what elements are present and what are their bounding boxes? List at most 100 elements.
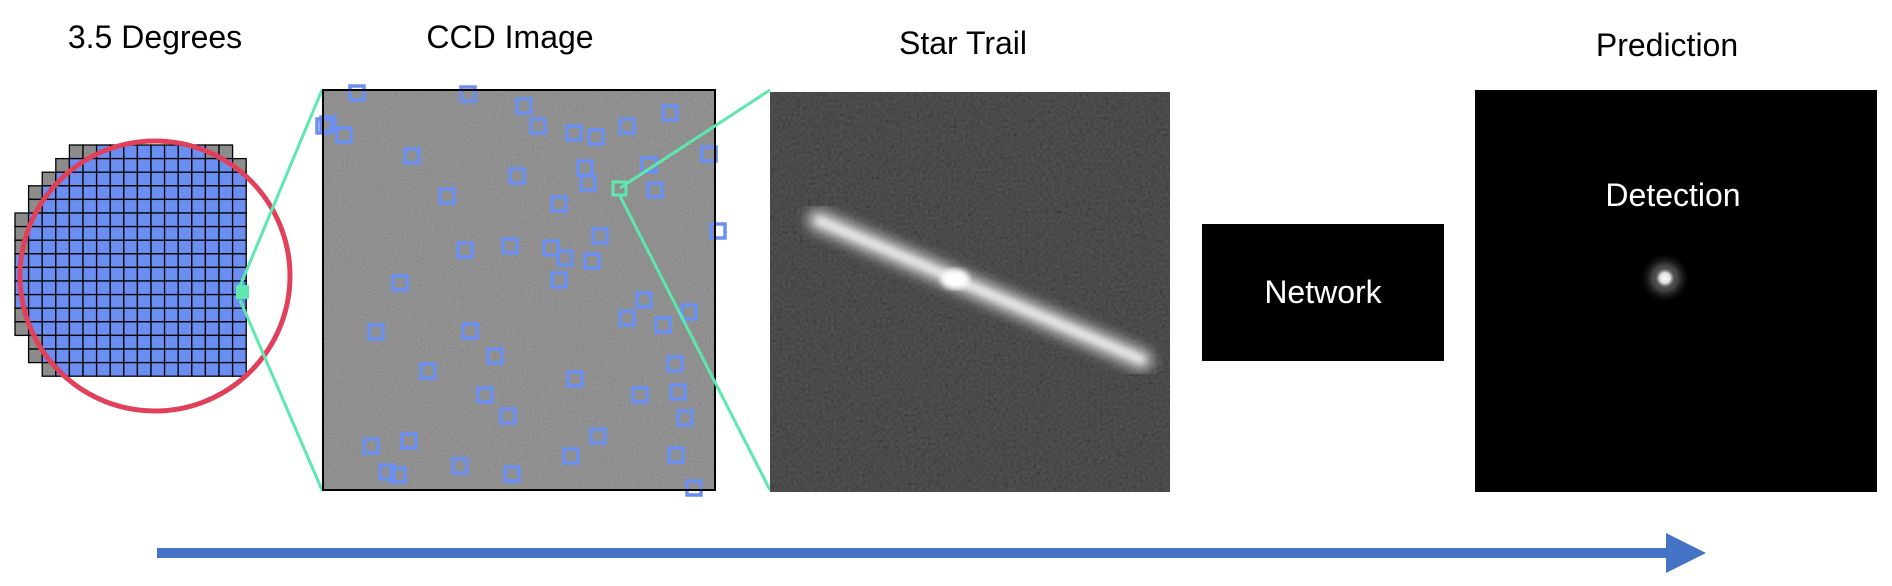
ccd-tile <box>218 253 234 269</box>
ccd-tile <box>41 239 57 255</box>
ccd-tile <box>136 321 152 337</box>
ccd-tile <box>95 293 111 309</box>
ccd-tile <box>95 307 111 323</box>
ccd-tile <box>150 185 166 201</box>
ccd-tile <box>55 198 71 214</box>
ccd-tile <box>218 321 234 337</box>
ccd-tile <box>27 266 43 282</box>
ccd-tile <box>150 144 166 160</box>
ccd-tile <box>27 293 43 309</box>
prediction-title: Prediction <box>1596 27 1738 63</box>
detection-box <box>654 316 672 334</box>
ccd-tile <box>191 157 207 173</box>
focal-plane-ccd-grid <box>14 144 247 377</box>
ccd-tile <box>218 293 234 309</box>
ccd-tile <box>82 171 98 187</box>
ccd-tile <box>177 157 193 173</box>
ccd-tile <box>109 225 125 241</box>
detection-box <box>587 128 605 146</box>
ccd-tile <box>150 171 166 187</box>
ccd-tile <box>163 225 179 241</box>
detection-box <box>589 427 607 445</box>
detection-box <box>499 407 517 425</box>
network-box: Network <box>1202 224 1444 361</box>
ccd-tile <box>55 185 71 201</box>
ccd-tile <box>177 348 193 364</box>
ccd-tile <box>27 185 43 201</box>
ccd-tile <box>68 321 84 337</box>
detection-box <box>709 222 727 240</box>
ccd-tile <box>109 348 125 364</box>
ccd-tile <box>123 280 139 296</box>
star-trail-title: Star Trail <box>899 25 1027 61</box>
ccd-tile <box>55 280 71 296</box>
detection-label: Detection <box>1605 177 1740 213</box>
ccd-tile <box>95 212 111 228</box>
ccd-tile <box>191 348 207 364</box>
ccd-tile <box>136 185 152 201</box>
ccd-tile <box>191 185 207 201</box>
ccd-tile <box>204 348 220 364</box>
ccd-tile <box>191 361 207 377</box>
ccd-tile <box>163 266 179 282</box>
selected-ccd-marker <box>236 285 249 299</box>
zoom-line-top <box>238 89 324 287</box>
detection-box <box>503 465 521 483</box>
ccd-tile <box>41 307 57 323</box>
ccd-detections <box>315 84 727 497</box>
ccd-tile <box>204 157 220 173</box>
ccd-tile <box>163 293 179 309</box>
detection-box <box>583 252 601 270</box>
ccd-tile <box>136 348 152 364</box>
ccd-tile <box>109 212 125 228</box>
ccd-tile <box>150 280 166 296</box>
ccd-tile <box>27 307 43 323</box>
detection-box <box>362 437 380 455</box>
ccd-tile <box>136 198 152 214</box>
ccd-tile <box>82 361 98 377</box>
ccd-tile <box>14 212 30 228</box>
ccd-tile <box>191 253 207 269</box>
ccd-tile <box>218 212 234 228</box>
ccd-tile <box>218 280 234 296</box>
ccd-image-panel <box>315 84 727 497</box>
ccd-tile <box>95 198 111 214</box>
ccd-tile <box>191 225 207 241</box>
ccd-tile <box>136 307 152 323</box>
ccd-tile <box>177 239 193 255</box>
ccd-tile <box>109 321 125 337</box>
ccd-tile <box>136 171 152 187</box>
ccd-tile <box>191 239 207 255</box>
ccd-tile <box>68 266 84 282</box>
detection-box <box>419 362 437 380</box>
ccd-tile <box>82 225 98 241</box>
ccd-tile <box>191 280 207 296</box>
ccd-tile <box>150 266 166 282</box>
ccd-tile <box>163 253 179 269</box>
ccd-tile <box>68 253 84 269</box>
ccd-tile <box>82 239 98 255</box>
ccd-tile <box>123 253 139 269</box>
focal-plane-title: 3.5 Degrees <box>68 19 242 55</box>
detection-box <box>542 239 560 257</box>
ccd-tile <box>55 239 71 255</box>
ccd-tile <box>123 266 139 282</box>
ccd-tile <box>163 171 179 187</box>
ccd-tile <box>204 198 220 214</box>
detection-box <box>676 409 694 427</box>
ccd-tile <box>136 334 152 350</box>
ccd-tile <box>191 293 207 309</box>
ccd-tile <box>95 334 111 350</box>
field-of-view-circle <box>17 138 293 414</box>
ccd-tile <box>68 307 84 323</box>
prediction-panel: Detection <box>1475 90 1877 492</box>
ccd-tile <box>82 348 98 364</box>
ccd-tile <box>55 225 71 241</box>
ccd-tile <box>136 361 152 377</box>
detection-box <box>661 104 679 122</box>
ccd-tile <box>231 253 247 269</box>
ccd-tile <box>68 198 84 214</box>
ccd-tile <box>109 334 125 350</box>
ccd-tile <box>68 144 84 160</box>
ccd-tile <box>95 239 111 255</box>
